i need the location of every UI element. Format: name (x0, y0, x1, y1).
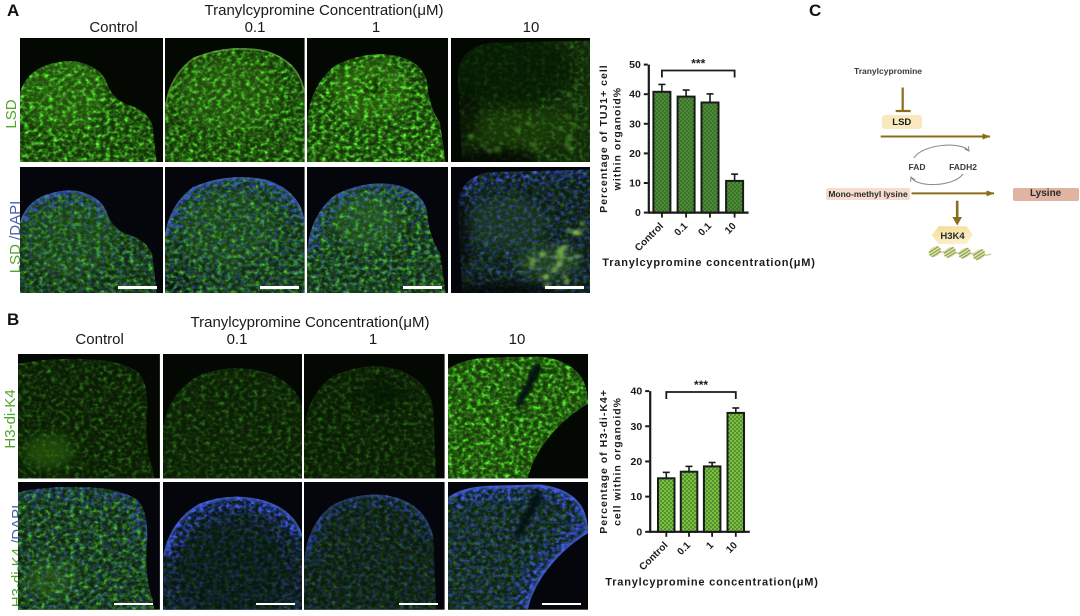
svg-text:10: 10 (631, 491, 643, 503)
svg-text:LSD: LSD (3, 99, 20, 128)
svg-text:H3-di-K4: H3-di-K4 (2, 389, 19, 448)
svg-text:10: 10 (629, 178, 641, 190)
svg-text:cell within organoid%: cell within organoid% (612, 397, 624, 526)
svg-text:Percentage of H3-di-K4+: Percentage of H3-di-K4+ (598, 389, 610, 534)
svg-text:10: 10 (723, 221, 739, 237)
svg-text:40: 40 (629, 89, 641, 101)
svg-text:30: 30 (631, 421, 643, 433)
svg-text:40: 40 (631, 386, 643, 398)
svg-text:Percentage of TUJ1+ cell: Percentage of TUJ1+ cell (598, 64, 610, 213)
svg-text:Tranylcypromine concentration(: Tranylcypromine concentration(μM) (605, 577, 818, 589)
svg-text:***: *** (691, 57, 705, 71)
svg-text:Tranylcypromine concentration(: Tranylcypromine concentration(μM) (602, 257, 815, 269)
svg-text:0.1: 0.1 (697, 221, 715, 239)
svg-text:within organoid%: within organoid% (612, 87, 624, 192)
svg-text:0.1: 0.1 (673, 221, 691, 239)
svg-text:***: *** (694, 380, 708, 392)
svg-text:Control: Control (638, 540, 671, 573)
svg-text:20: 20 (629, 148, 641, 160)
svg-text:0.1: 0.1 (676, 540, 694, 558)
svg-text:10: 10 (724, 540, 740, 556)
svg-text:0: 0 (636, 526, 642, 538)
svg-text:Control: Control (633, 221, 666, 254)
svg-text:H3K4: H3K4 (940, 231, 965, 242)
svg-text:0: 0 (635, 207, 641, 219)
svg-text:30: 30 (629, 118, 641, 130)
svg-text:20: 20 (631, 456, 643, 468)
svg-text:1: 1 (705, 540, 717, 552)
svg-text:50: 50 (629, 59, 641, 71)
